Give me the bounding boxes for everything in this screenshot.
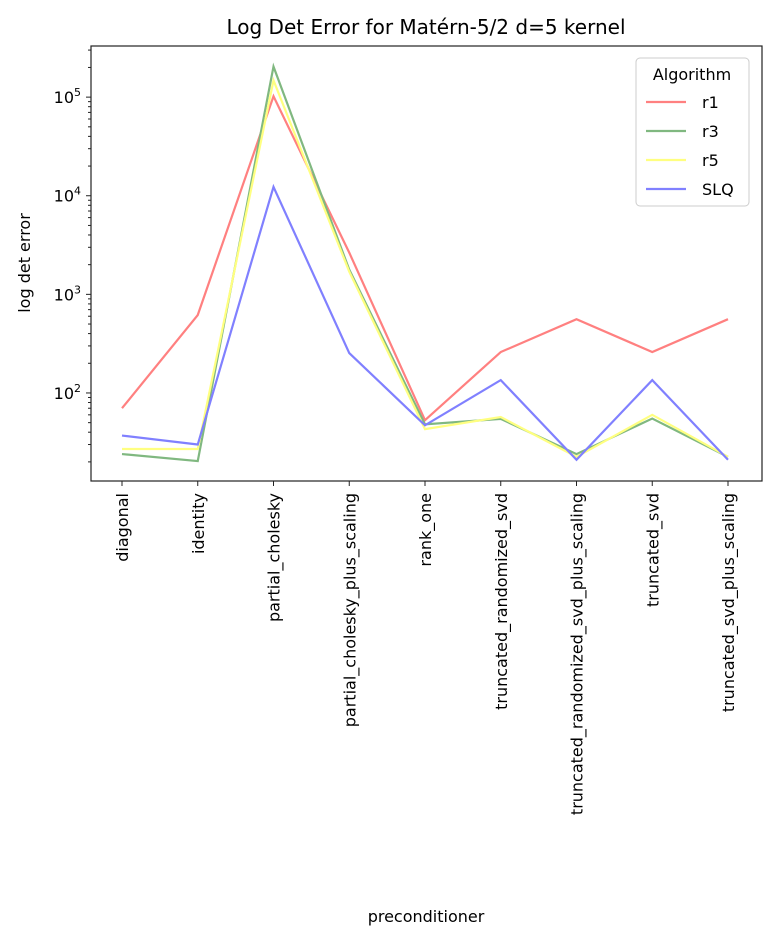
legend-box: [635, 57, 750, 207]
x-tick-label: truncated_randomized_svd: [492, 493, 512, 710]
chart-title: Log Det Error for Matérn-5/2 d=5 kernel: [226, 15, 625, 39]
x-tick-label: rank_one: [416, 493, 436, 567]
legend-label-r1: r1: [702, 93, 719, 112]
plot-frame: [90, 45, 763, 482]
series-line-r1: [121, 93, 729, 422]
x-tick-label: truncated_svd: [643, 493, 663, 607]
x-tick-label: truncated_randomized_svd_plus_scaling: [568, 493, 588, 815]
legend: Algorithm r1 r3 r5 SLQ: [635, 57, 750, 207]
x-tick-label: partial_cholesky: [265, 493, 285, 622]
series-line-r5: [122, 76, 729, 459]
legend-label-r3: r3: [702, 122, 719, 141]
legend-label-r5: r5: [702, 151, 719, 170]
legend-label-SLQ: SLQ: [702, 180, 734, 199]
y-tick-label: 102: [54, 382, 81, 403]
y-tick-label: 103: [54, 283, 81, 304]
series-line-SLQ: [121, 183, 729, 462]
y-tick-label: 105: [54, 86, 81, 107]
x-tick-label: identity: [189, 493, 208, 554]
x-axis-label: preconditioner: [368, 907, 485, 926]
x-tick-label: diagonal: [113, 493, 132, 562]
x-tick-label: truncated_svd_plus_scaling: [719, 493, 739, 712]
y-tick-label: 104: [54, 185, 81, 206]
x-tick-label: partial_cholesky_plus_scaling: [340, 493, 360, 727]
legend-title: Algorithm: [653, 65, 731, 84]
y-axis-label: log det error: [15, 213, 34, 313]
